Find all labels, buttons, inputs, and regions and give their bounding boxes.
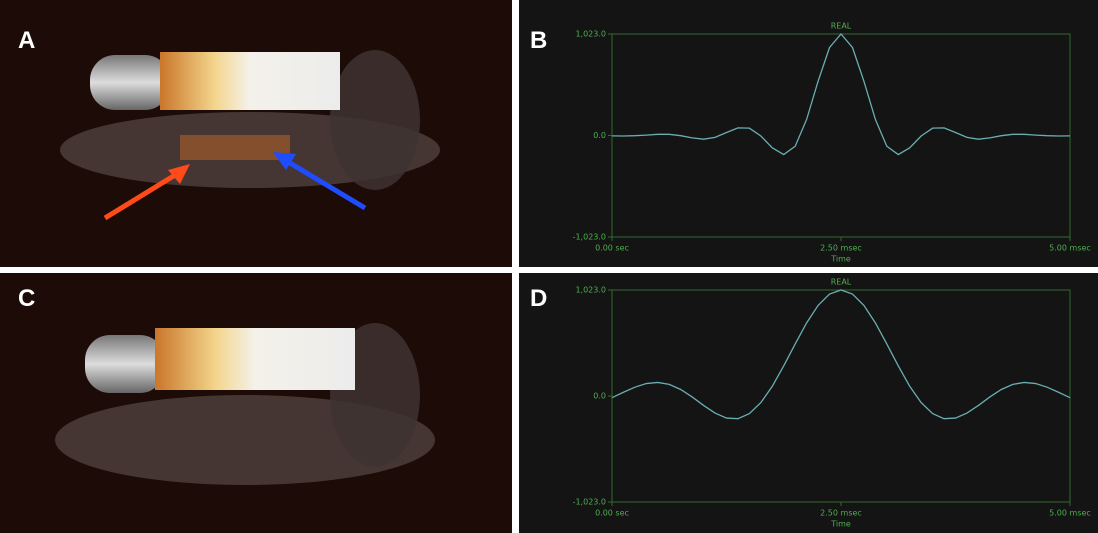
y-tick-label: 0.0 — [593, 392, 606, 401]
panel-label: B — [530, 27, 547, 54]
y-tick-label: 1,023.0 — [575, 30, 606, 39]
x-tick-label: 2.50 msec — [820, 509, 862, 518]
plot-panel — [519, 273, 1098, 533]
panel-label: D — [530, 285, 547, 312]
y-tick-label: 0.0 — [593, 131, 606, 140]
x-axis-label: Time — [830, 520, 851, 529]
x-tick-label: 0.00 sec — [595, 509, 629, 518]
waveform — [611, 32, 1071, 156]
x-tick-label: 2.50 msec — [820, 244, 862, 253]
plot-panel — [519, 0, 1098, 267]
waveform — [611, 289, 1071, 420]
y-tick-label: 1,023.0 — [575, 286, 606, 295]
chart-title: REAL — [831, 22, 852, 31]
x-axis-label: Time — [830, 255, 851, 264]
x-tick-label: 5.00 msec — [1049, 509, 1091, 518]
y-tick-label: -1,023.0 — [573, 498, 606, 507]
panel-label: A — [18, 27, 35, 54]
chart-title: REAL — [831, 278, 852, 287]
image-panel: A — [0, 0, 512, 267]
x-tick-label: 0.00 sec — [595, 244, 629, 253]
image-panel: C — [0, 273, 512, 533]
panel-label: C — [18, 285, 35, 312]
y-tick-label: -1,023.0 — [573, 233, 606, 242]
x-tick-label: 5.00 msec — [1049, 244, 1091, 253]
